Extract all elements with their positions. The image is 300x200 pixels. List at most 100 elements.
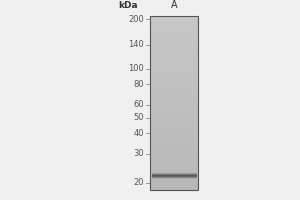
Bar <box>150 152 198 153</box>
Bar <box>150 156 198 157</box>
Text: 60: 60 <box>134 100 144 109</box>
Bar <box>150 108 198 109</box>
Bar <box>150 135 198 136</box>
Bar <box>150 138 198 139</box>
Bar <box>150 87 198 88</box>
Bar <box>150 22 198 23</box>
Bar <box>150 72 198 73</box>
Bar <box>150 159 198 160</box>
Bar <box>150 132 198 133</box>
Bar <box>150 188 198 189</box>
Bar <box>150 109 198 110</box>
Bar <box>150 45 198 46</box>
Bar <box>150 80 198 81</box>
Bar <box>150 73 198 74</box>
Bar <box>150 39 198 40</box>
Bar <box>150 104 198 105</box>
Bar <box>150 16 198 190</box>
Text: 40: 40 <box>134 129 144 138</box>
Bar <box>150 119 198 120</box>
Bar <box>150 89 198 90</box>
Bar <box>150 65 198 66</box>
Bar <box>150 50 198 51</box>
Bar <box>150 106 198 107</box>
Bar <box>150 173 198 174</box>
Bar <box>150 48 198 49</box>
Bar <box>150 18 198 19</box>
Bar <box>150 139 198 140</box>
Bar <box>150 83 198 84</box>
Bar <box>150 91 198 92</box>
Bar <box>150 155 198 156</box>
Bar <box>150 46 198 47</box>
Text: 80: 80 <box>134 80 144 89</box>
Bar <box>150 186 198 187</box>
Bar <box>150 133 198 134</box>
Bar <box>150 53 198 54</box>
Bar <box>150 176 198 177</box>
Bar <box>150 17 198 18</box>
Bar <box>150 31 198 32</box>
Bar <box>150 160 198 161</box>
Bar <box>150 142 198 143</box>
Bar <box>150 122 198 123</box>
Bar <box>150 178 198 179</box>
Bar <box>150 158 198 159</box>
Bar <box>150 146 198 147</box>
Bar <box>150 141 198 142</box>
Bar <box>150 20 198 21</box>
Bar <box>150 163 198 164</box>
Bar <box>150 110 198 111</box>
Text: 140: 140 <box>128 40 144 49</box>
Bar <box>150 120 198 121</box>
Bar <box>150 74 198 75</box>
Bar <box>150 182 198 183</box>
Bar <box>150 177 198 178</box>
Bar <box>150 28 198 29</box>
Bar <box>150 82 198 83</box>
Bar <box>150 150 198 151</box>
Bar <box>150 101 198 102</box>
Bar <box>150 64 198 65</box>
Text: kDa: kDa <box>118 1 138 10</box>
Bar <box>150 95 198 96</box>
Bar <box>150 127 198 128</box>
Bar <box>150 134 198 135</box>
Bar <box>150 66 198 67</box>
Bar <box>150 111 198 112</box>
Bar <box>150 25 198 26</box>
Bar <box>150 84 198 85</box>
Text: 30: 30 <box>134 149 144 158</box>
Bar <box>150 69 198 70</box>
Bar <box>150 172 198 173</box>
Bar <box>150 62 198 63</box>
Bar <box>150 26 198 27</box>
Bar <box>150 94 198 95</box>
Bar <box>150 112 198 113</box>
Bar <box>150 184 198 185</box>
Bar <box>150 181 198 182</box>
Bar <box>150 27 198 28</box>
Bar <box>150 166 198 167</box>
Bar <box>150 183 198 184</box>
Bar <box>150 43 198 44</box>
Bar <box>150 41 198 42</box>
Bar <box>150 85 198 86</box>
Bar <box>150 86 198 87</box>
Bar <box>150 96 198 97</box>
Text: 20: 20 <box>134 178 144 187</box>
Bar <box>150 19 198 20</box>
Bar <box>150 169 198 170</box>
Bar <box>150 54 198 55</box>
Bar <box>150 170 198 171</box>
Bar <box>150 68 198 69</box>
Bar <box>150 118 198 119</box>
Bar <box>150 165 198 166</box>
Bar <box>150 103 198 104</box>
Bar <box>150 148 198 149</box>
Bar <box>150 105 198 106</box>
Bar <box>150 125 198 126</box>
Bar <box>150 93 198 94</box>
Bar <box>150 79 198 80</box>
Bar <box>150 61 198 62</box>
